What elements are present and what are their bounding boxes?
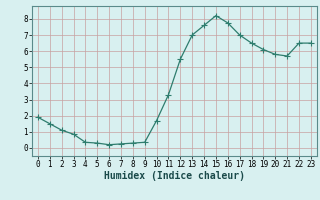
X-axis label: Humidex (Indice chaleur): Humidex (Indice chaleur) bbox=[104, 171, 245, 181]
